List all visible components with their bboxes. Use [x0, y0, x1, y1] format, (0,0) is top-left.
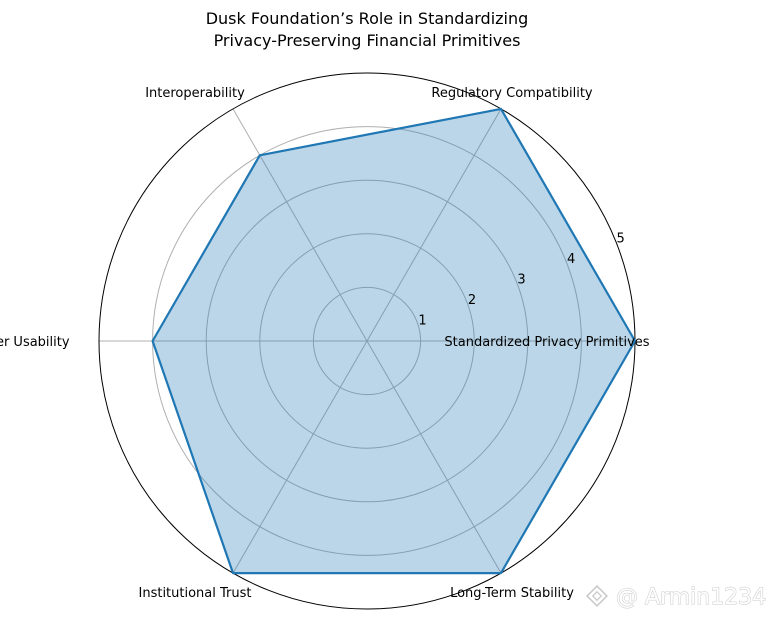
chart-title: Dusk Foundation’s Role in Standardizing … — [206, 9, 529, 50]
category-label-institutional-trust: Institutional Trust — [139, 586, 252, 601]
radial-tick-label-4: 4 — [567, 252, 575, 267]
category-label-interoperability: Interoperability — [145, 86, 245, 101]
chart-title-line-2: Privacy-Preserving Financial Primitives — [214, 31, 521, 50]
radial-tick-label-5: 5 — [616, 231, 624, 246]
grid-spoke-2 — [232, 108, 368, 342]
category-labels: Standardized Privacy Primitives Regulator… — [0, 86, 650, 601]
grid-spoke-1 — [366, 108, 502, 342]
chart-title-line-1: Dusk Foundation’s Role in Standardizing — [206, 9, 529, 28]
radial-tick-label-1: 1 — [418, 313, 426, 328]
watermark-text: @ Armin1234 — [616, 585, 766, 610]
grid-spoke-4 — [232, 340, 368, 574]
radial-tick-labels: 1 2 3 4 5 — [418, 231, 624, 328]
radial-tick-label-2: 2 — [468, 293, 476, 308]
grid-spoke-5 — [366, 340, 502, 574]
category-label-standardized-privacy-primitives: Standardized Privacy Primitives — [444, 335, 649, 350]
series-fill — [152, 108, 635, 574]
watermark: @ Armin1234 — [586, 585, 767, 611]
radial-tick-label-3: 3 — [517, 272, 525, 287]
diamond-logo-icon — [586, 585, 608, 607]
category-label-long-term-stability: Long-Term Stability — [450, 586, 574, 601]
data-layer — [151, 107, 637, 575]
category-label-developer-usability: Developer Usability — [0, 335, 70, 350]
category-label-regulatory-compatibility: Regulatory Compatibility — [431, 86, 593, 101]
